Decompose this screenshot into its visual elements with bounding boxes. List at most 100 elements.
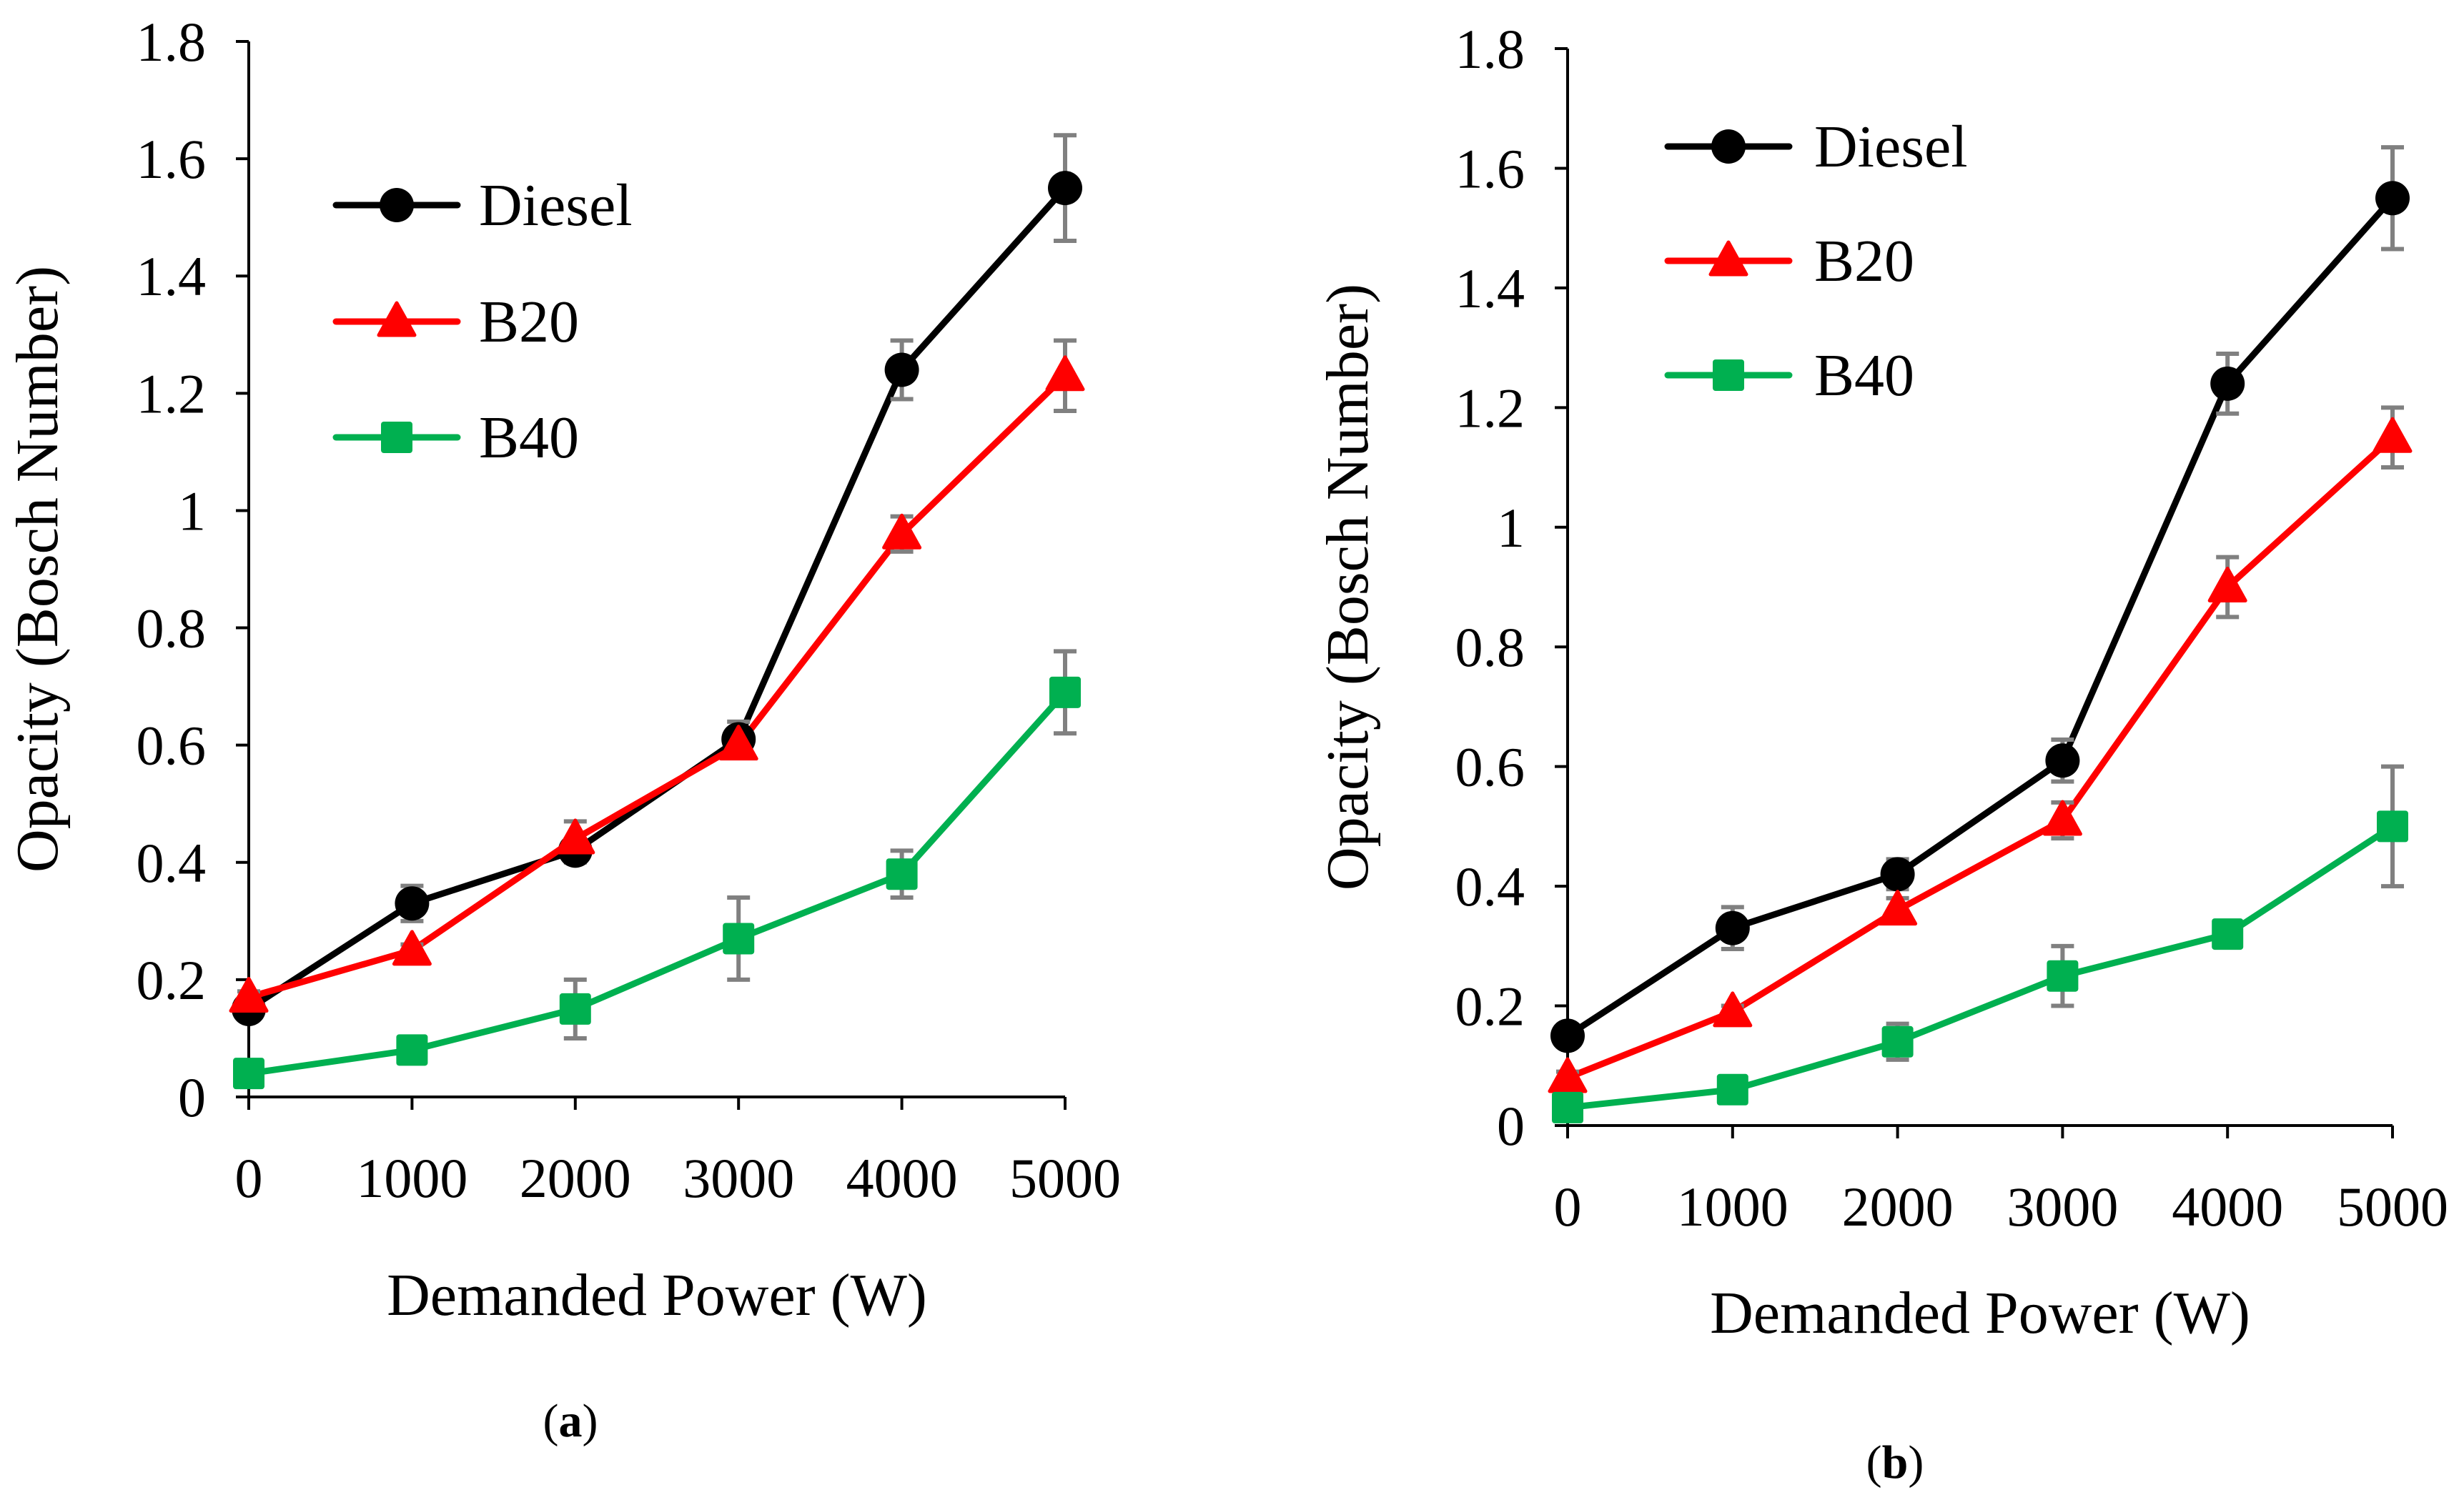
- data-point-diesel: [884, 352, 919, 387]
- y-axis-title: Opacity (Bosch Number): [4, 266, 71, 873]
- x-tick-label: 5000: [2337, 1176, 2448, 1238]
- data-point-diesel: [2375, 181, 2410, 216]
- y-axis-title: Opacity (Bosch Number): [1315, 284, 1381, 890]
- data-point-b20: [392, 930, 432, 966]
- x-tick-label: 4000: [2172, 1176, 2283, 1238]
- caption-letter: b: [1882, 1436, 1909, 1489]
- legend-label-b20: B20: [479, 289, 579, 355]
- legend-label-b20: B20: [1814, 228, 1914, 294]
- data-point-b20: [1878, 890, 1918, 926]
- x-axis-title: Demanded Power (W): [1710, 1280, 2250, 1346]
- series-line-b20: [245, 372, 1069, 1001]
- data-point-b40: [886, 858, 918, 890]
- data-point-b40: [2212, 918, 2244, 950]
- y-tick-label: 0.4: [1455, 855, 1525, 918]
- y-tick-label: 0.2: [137, 949, 207, 1011]
- data-point-b20: [2373, 417, 2413, 453]
- data-point-diesel: [1550, 1018, 1585, 1053]
- legend: Diesel B20 B40: [1664, 114, 1968, 409]
- data-point-diesel: [395, 886, 430, 921]
- y-tick-label: 0.6: [137, 715, 207, 777]
- x-tick-label: 0: [235, 1147, 263, 1209]
- y-tick-label: 0.8: [137, 597, 207, 660]
- data-point-b20: [1045, 355, 1085, 392]
- data-point-b20: [2042, 800, 2082, 836]
- x-tick-label: 2000: [1842, 1176, 1954, 1238]
- chart-panel-b: 0 0.2 0.4 0.6 0.8 1 1.2 1.4 1.6 1.8 0 1000 2000 3000 4…: [1315, 18, 2448, 1489]
- y-tick-label: 1: [1497, 497, 1525, 559]
- data-point-diesel: [2210, 366, 2245, 401]
- data-point-b40: [1552, 1091, 1583, 1123]
- x-tick-label: 3000: [683, 1147, 794, 1209]
- data-point-b20: [555, 818, 595, 855]
- series-line-b20: [1564, 434, 2396, 1081]
- series-line-diesel: [1564, 194, 2396, 1039]
- panel-caption-b: (b): [1866, 1436, 1924, 1489]
- y-tick-label: 1.4: [1455, 257, 1525, 319]
- panel-caption-a: (a): [543, 1395, 598, 1447]
- data-point-diesel: [1048, 171, 1082, 206]
- x-axis-title: Demanded Power (W): [387, 1262, 927, 1328]
- series-line-b40: [245, 689, 1069, 1077]
- y-tick-label: 1.2: [1455, 377, 1525, 439]
- caption-close: ): [583, 1395, 598, 1447]
- x-tick-label: 0: [1554, 1176, 1582, 1238]
- data-point-b20: [882, 513, 922, 550]
- x-tick-label: 1000: [1677, 1176, 1788, 1238]
- data-point-b40: [723, 923, 755, 955]
- data-point-diesel: [2045, 743, 2080, 778]
- data-point-b20: [1713, 991, 1753, 1028]
- x-tick-label: 3000: [2007, 1176, 2118, 1238]
- caption-close: ): [1908, 1436, 1924, 1489]
- data-point-b40: [2377, 810, 2408, 843]
- data-point-b40: [1881, 1025, 1914, 1058]
- x-tick-label: 2000: [520, 1147, 631, 1209]
- data-point-b40: [559, 993, 591, 1025]
- data-point-b20: [718, 725, 758, 761]
- caption-open: (: [1866, 1436, 1882, 1489]
- y-tick-label: 0.2: [1455, 975, 1525, 1038]
- y-tick-label: 0: [1497, 1095, 1525, 1157]
- caption-letter: a: [559, 1395, 583, 1447]
- legend-label-diesel: Diesel: [479, 172, 633, 239]
- y-tick-label: 0.4: [137, 832, 207, 894]
- y-tick-label: 1.6: [1455, 137, 1525, 199]
- data-point-diesel: [1880, 857, 1915, 892]
- x-tick-label: 1000: [356, 1147, 467, 1209]
- y-tick-label: 1.6: [137, 128, 207, 190]
- legend-marker-b40: [1713, 359, 1744, 391]
- data-point-diesel: [1715, 910, 1750, 945]
- y-tick-label: 1.8: [1455, 18, 1525, 80]
- data-point-b40: [233, 1058, 264, 1090]
- data-point-b20: [1548, 1057, 1588, 1093]
- legend-marker-b20: [1708, 240, 1748, 277]
- legend-marker-diesel: [380, 188, 414, 222]
- data-point-b40: [1716, 1073, 1748, 1106]
- x-tick-label: 5000: [1009, 1147, 1121, 1209]
- data-point-b40: [1049, 676, 1081, 708]
- legend-label-diesel: Diesel: [1814, 114, 1968, 180]
- y-tick-label: 0.6: [1455, 736, 1525, 798]
- data-point-b20: [2207, 567, 2247, 602]
- legend: Diesel B20 B40: [332, 172, 633, 471]
- legend-label-b40: B40: [479, 404, 579, 471]
- y-tick-label: 0: [178, 1066, 206, 1128]
- y-tick-label: 1.4: [137, 245, 207, 307]
- y-tick-label: 0.8: [1455, 616, 1525, 678]
- y-tick-label: 1: [178, 480, 206, 542]
- legend-marker-diesel: [1711, 129, 1746, 164]
- legend-marker-b20: [377, 301, 417, 337]
- data-point-b40: [396, 1034, 428, 1066]
- data-point-b40: [2047, 960, 2079, 992]
- y-tick-label: 1.2: [137, 362, 207, 424]
- y-tick-label: 1.8: [137, 11, 207, 73]
- series-line-b40: [1564, 823, 2396, 1111]
- data-point-b20: [229, 977, 269, 1013]
- x-tick-label: 4000: [846, 1147, 958, 1209]
- chart-panel-a: 0 0.2 0.4 0.6 0.8 1 1.2 1.4 1.6 1.8 0 1000 2000 3000 4…: [4, 11, 1121, 1447]
- caption-open: (: [543, 1395, 559, 1447]
- legend-label-b40: B40: [1814, 342, 1914, 409]
- legend-marker-b40: [381, 422, 412, 453]
